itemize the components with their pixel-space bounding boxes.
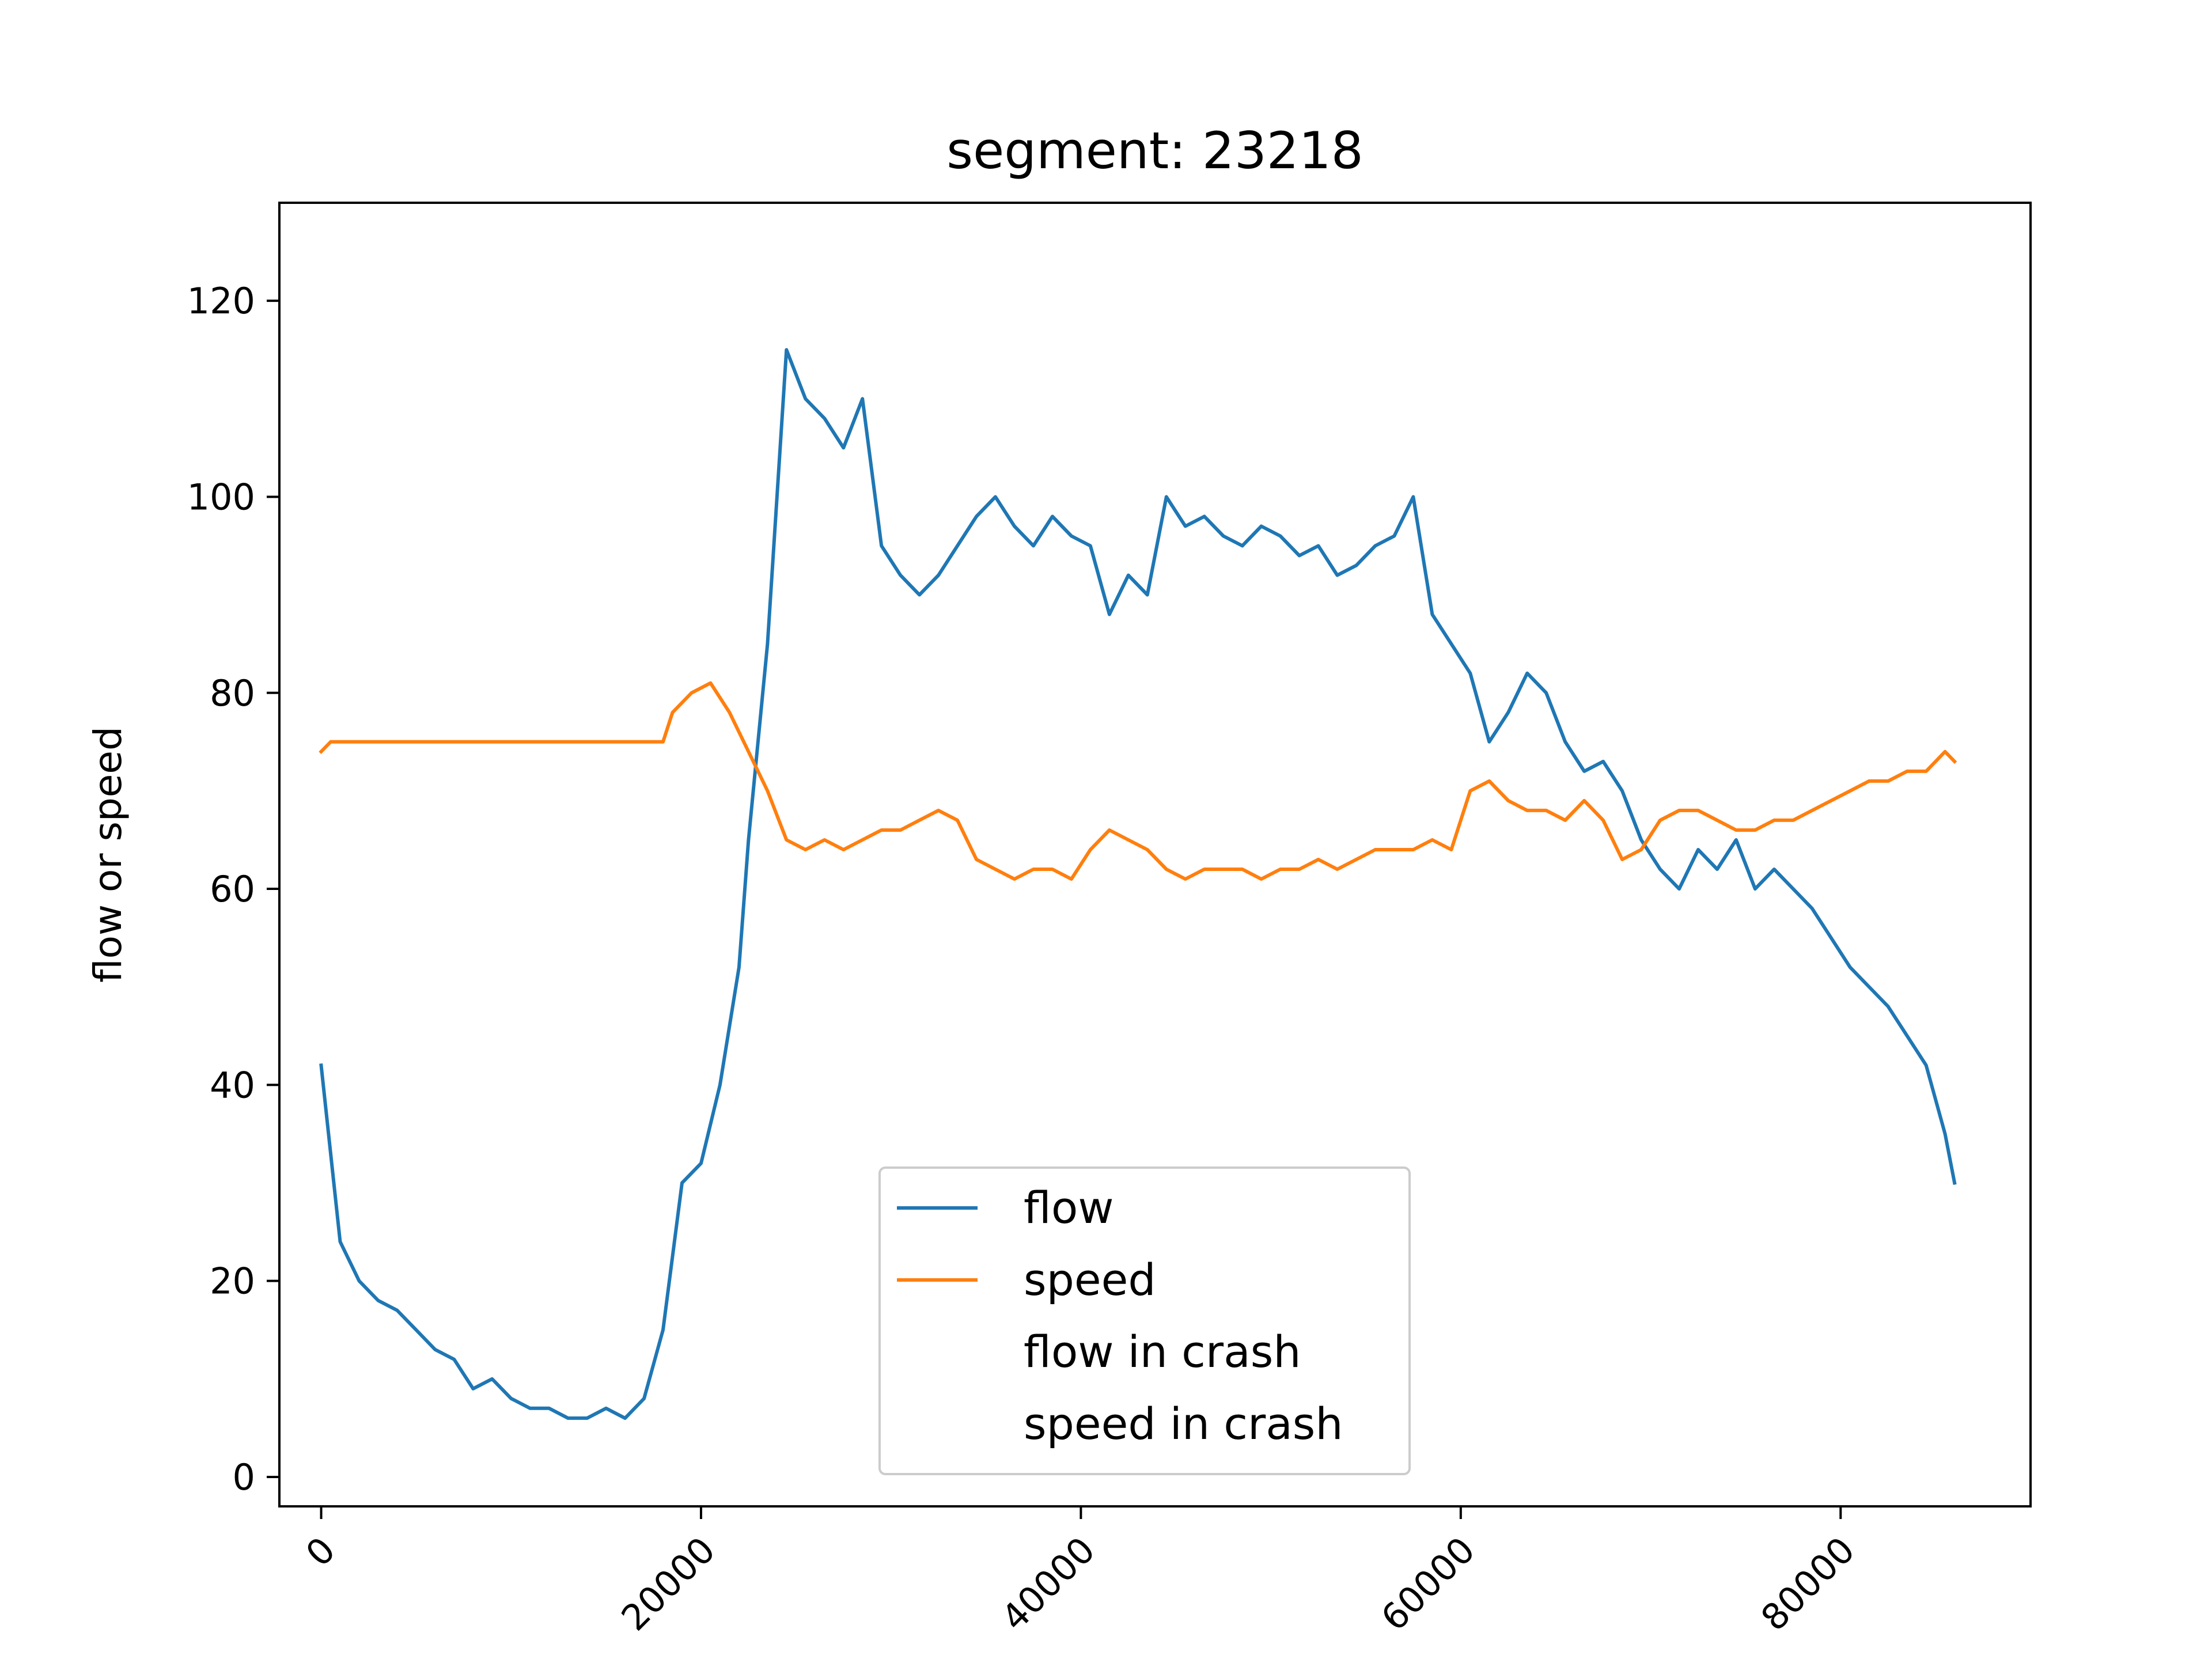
legend-label: speed	[1024, 1254, 1156, 1305]
y-tick-label: 20	[210, 1260, 255, 1302]
y-tick-label: 40	[210, 1064, 255, 1106]
legend-frame	[878, 1166, 1411, 1475]
legend-label: flow	[1024, 1182, 1114, 1233]
y-axis: 0 20 40 60 80 100 120	[187, 280, 279, 1498]
y-tick-label: 100	[187, 476, 255, 518]
legend-label: flow in crash	[1024, 1326, 1301, 1377]
y-tick-label: 60	[210, 868, 255, 910]
y-tick-label: 0	[233, 1456, 255, 1498]
chart-title: segment: 23218	[946, 121, 1363, 180]
series-line-speed	[319, 681, 1957, 881]
y-axis-label: flow or speed	[86, 726, 130, 983]
legend-label: speed in crash	[1024, 1398, 1343, 1449]
legend: flow speed flow in crash speed in crash	[878, 1166, 1411, 1475]
y-tick-label: 120	[187, 280, 255, 322]
y-tick-label: 80	[210, 672, 255, 714]
plot-frame	[278, 202, 2032, 1508]
series-line-flow	[319, 348, 1957, 1420]
series-layer	[319, 348, 1957, 1420]
